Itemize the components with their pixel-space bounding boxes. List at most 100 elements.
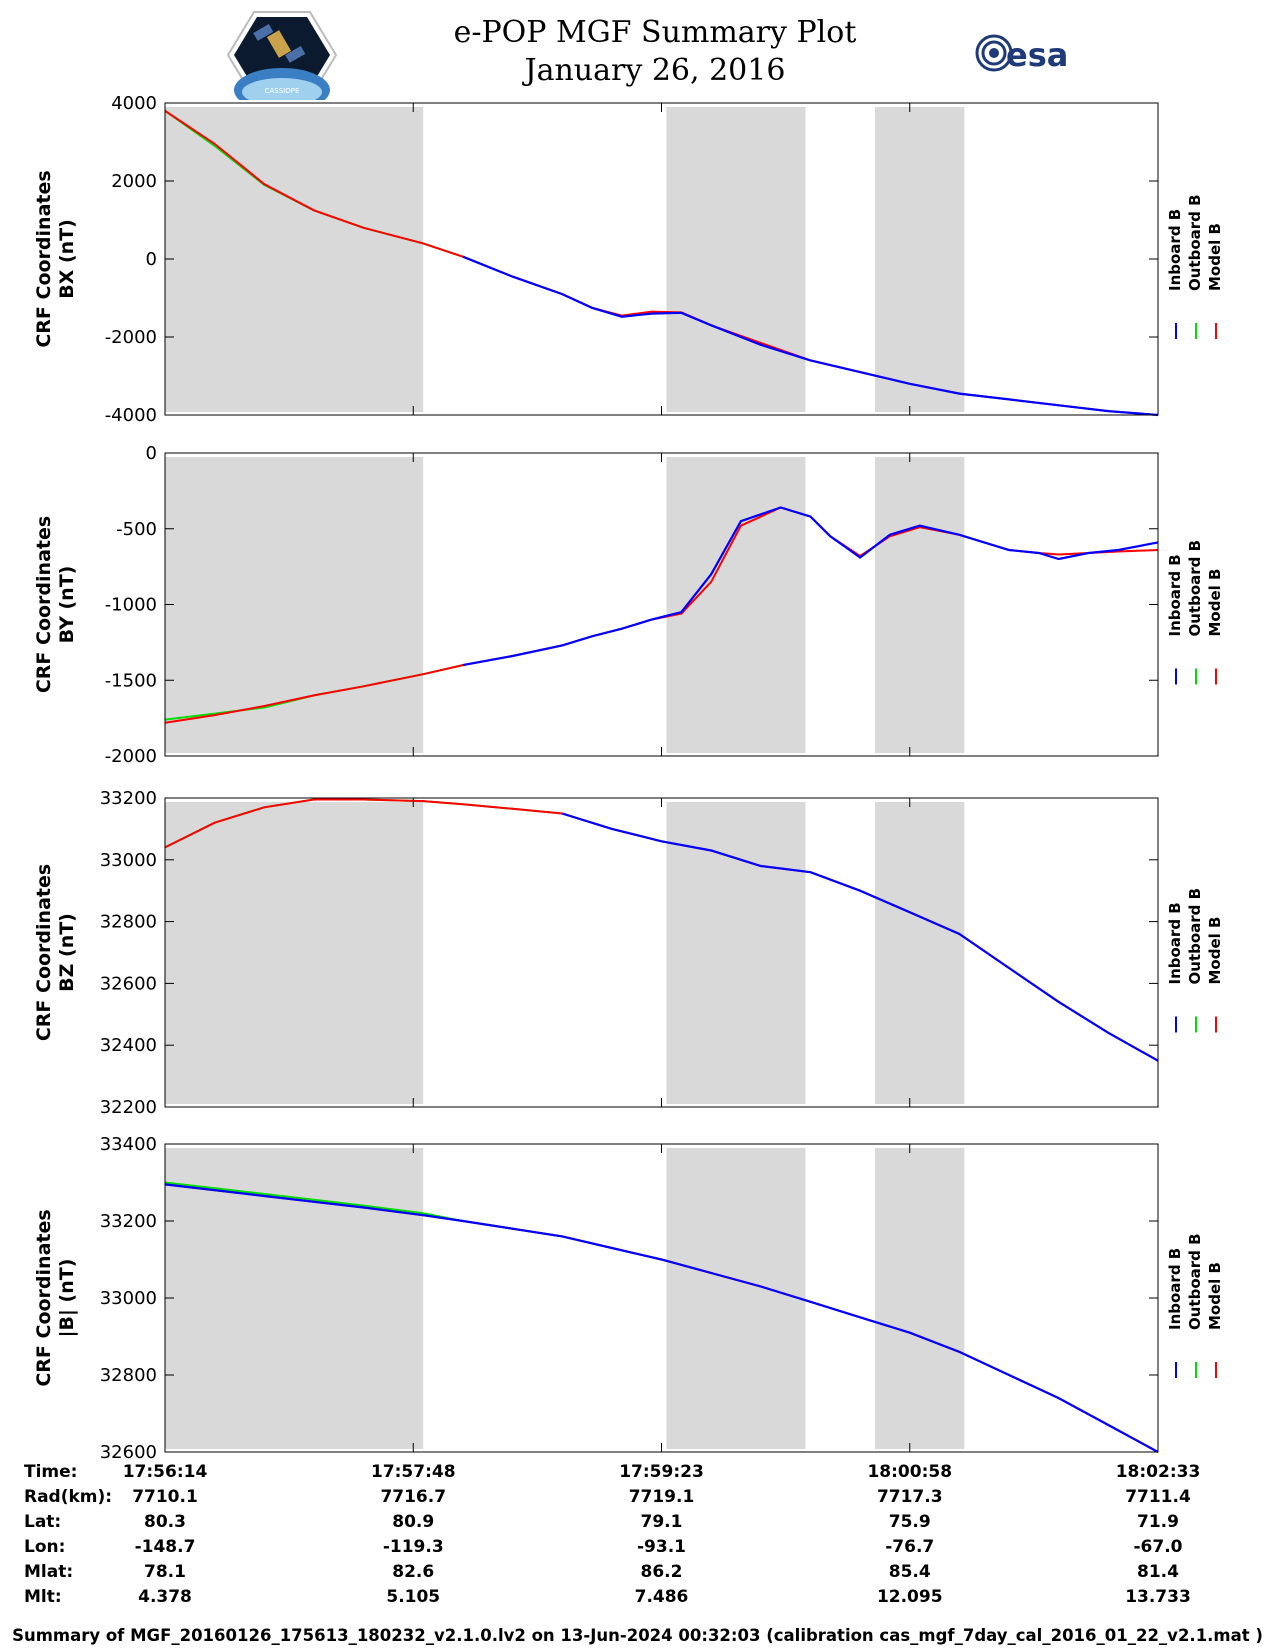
y-tick-label: -500 — [116, 519, 157, 540]
info-cell: 17:56:14 — [122, 1462, 208, 1482]
cassiope-logo-text: CASSIOPE — [265, 87, 300, 95]
legend-label: Model B — [1206, 1262, 1224, 1330]
info-cell: 85.4 — [888, 1562, 931, 1582]
legend: Inboard B Outboard B Model B — [1166, 540, 1224, 685]
info-cell: -67.0 — [1133, 1537, 1183, 1557]
y-axis-label: CRF Coordinates|B| (nT) — [33, 1209, 78, 1386]
info-cell: -119.3 — [382, 1537, 444, 1557]
shaded-region — [666, 107, 806, 412]
info-cell: 12.095 — [876, 1587, 943, 1607]
info-row: Lon: -148.7 -119.3 -93.1 -76.7 -67.0 — [0, 1537, 1275, 1562]
info-cell: 79.1 — [640, 1512, 683, 1532]
series-line-inboard-b — [561, 812, 1159, 1062]
info-cell: 7711.4 — [1125, 1487, 1191, 1507]
charts-area: -4000 -2000 0 2000 4000 CRF CoordinatesBX (nT… — [33, 93, 1224, 1460]
y-tick-label: -1000 — [105, 595, 157, 616]
legend: Inboard B Outboard B Model B — [1166, 194, 1224, 339]
shaded-region — [874, 1148, 965, 1449]
y-tick-label: 33000 — [100, 850, 157, 871]
y-tick-label: 4000 — [111, 93, 157, 114]
y-tick-label: 32800 — [100, 1365, 157, 1386]
info-row: Time: 17:56:14 17:57:48 17:59:23 18:00:58 18:… — [0, 1462, 1275, 1487]
info-cell: 80.3 — [144, 1512, 186, 1532]
info-cell: 4.378 — [138, 1587, 192, 1607]
info-row: Mlt: 4.378 5.105 7.486 12.095 13.733 — [0, 1587, 1275, 1612]
shaded-region — [874, 457, 965, 753]
series-line-inboard-b — [164, 1183, 1159, 1453]
title-block: e-POP MGF Summary Plot January 26, 2016 — [0, 14, 1275, 90]
info-cell: 7719.1 — [628, 1487, 695, 1507]
footer-summary: Summary of MGF_20160126_175613_180232_v2… — [12, 1626, 1263, 1645]
info-row-label: Lon: — [24, 1537, 66, 1557]
plot-title: e-POP MGF Summary Plot — [453, 15, 857, 50]
info-cell: 18:02:33 — [1115, 1462, 1201, 1482]
y-tick-label: 32800 — [100, 912, 157, 933]
legend-label: Outboard B — [1186, 540, 1204, 637]
y-tick-label: -2000 — [105, 327, 157, 348]
legend-label: Inboard B — [1166, 554, 1184, 636]
y-tick-label: 32600 — [100, 973, 157, 994]
y-tick-label: 2000 — [111, 171, 157, 192]
panel-bmag: 32600 32800 33000 33200 33400 CRF Coordinates… — [33, 1134, 1224, 1460]
series-line-inboard-b — [462, 506, 1159, 667]
legend-label: Inboard B — [1166, 209, 1184, 291]
y-tick-label: -1500 — [105, 670, 157, 691]
shaded-region — [165, 1148, 424, 1449]
shaded-region — [165, 457, 424, 753]
legend: Inboard B Outboard B Model B — [1166, 888, 1224, 1033]
info-cell: 7.486 — [634, 1587, 689, 1607]
info-cell: 7710.1 — [132, 1487, 198, 1507]
y-tick-label: 33200 — [100, 1211, 157, 1232]
esa-logo: esa — [975, 34, 1068, 74]
series-line-inboard-b — [462, 255, 1159, 417]
y-tick-label: 32600 — [100, 1442, 157, 1460]
shaded-region — [666, 1148, 806, 1449]
info-row: Lat: 80.3 80.9 79.1 75.9 71.9 — [0, 1512, 1275, 1537]
y-tick-label: 33400 — [100, 1134, 157, 1155]
info-cell: 82.6 — [392, 1562, 435, 1582]
panel-bx: -4000 -2000 0 2000 4000 CRF CoordinatesBX (nT… — [33, 93, 1224, 426]
y-axis-label: CRF CoordinatesBY (nT) — [33, 516, 78, 693]
info-cell: -148.7 — [134, 1537, 196, 1557]
shaded-region — [165, 802, 424, 1104]
info-row-label: Mlat: — [24, 1562, 74, 1582]
y-tick-label: 0 — [146, 249, 157, 270]
y-tick-label: 32200 — [100, 1097, 157, 1118]
info-row-label: Rad(km): — [24, 1487, 113, 1507]
plot-date: January 26, 2016 — [524, 53, 786, 88]
info-row-label: Time: — [24, 1462, 78, 1482]
info-cell: 86.2 — [640, 1562, 683, 1582]
y-axis-label: CRF CoordinatesBX (nT) — [33, 170, 78, 347]
cassiope-logo: CASSIOPE — [226, 11, 338, 100]
info-cell: 18:00:58 — [867, 1462, 953, 1482]
info-cell: 7716.7 — [380, 1487, 447, 1507]
legend-label: Outboard B — [1186, 194, 1204, 291]
info-cell: 80.9 — [392, 1512, 435, 1532]
orbit-info-table: Time: 17:56:14 17:57:48 17:59:23 18:00:58 18:… — [0, 1462, 1275, 1622]
legend-label: Inboard B — [1166, 1248, 1184, 1330]
y-tick-label: 33200 — [100, 788, 157, 809]
info-cell: 17:59:23 — [619, 1462, 704, 1482]
y-tick-label: -2000 — [105, 746, 157, 767]
shaded-region — [165, 107, 424, 412]
y-axis-label: CRF CoordinatesBZ (nT) — [33, 864, 78, 1041]
legend-label: Model B — [1206, 569, 1224, 637]
info-cell: 13.733 — [1125, 1587, 1191, 1607]
info-cell: 71.9 — [1137, 1512, 1179, 1532]
info-cell: 5.105 — [386, 1587, 441, 1607]
shaded-region — [874, 802, 965, 1104]
shaded-region — [666, 802, 806, 1104]
info-row: Mlat: 78.1 82.6 86.2 85.4 81.4 — [0, 1562, 1275, 1587]
y-tick-label: 0 — [146, 443, 157, 464]
panel-bz: 32200 32400 32600 32800 33000 33200 CRF Coordi… — [33, 788, 1224, 1118]
y-tick-label: 32400 — [100, 1035, 157, 1056]
info-cell: -93.1 — [637, 1537, 686, 1557]
shaded-region — [874, 107, 965, 412]
info-row-label: Mlt: — [24, 1587, 62, 1607]
legend: Inboard B Outboard B Model B — [1166, 1233, 1224, 1378]
y-tick-label: -4000 — [105, 405, 157, 426]
legend-label: Outboard B — [1186, 1233, 1204, 1330]
info-cell: 7717.3 — [876, 1487, 943, 1507]
info-cell: 78.1 — [144, 1562, 186, 1582]
y-tick-label: 33000 — [100, 1288, 157, 1309]
